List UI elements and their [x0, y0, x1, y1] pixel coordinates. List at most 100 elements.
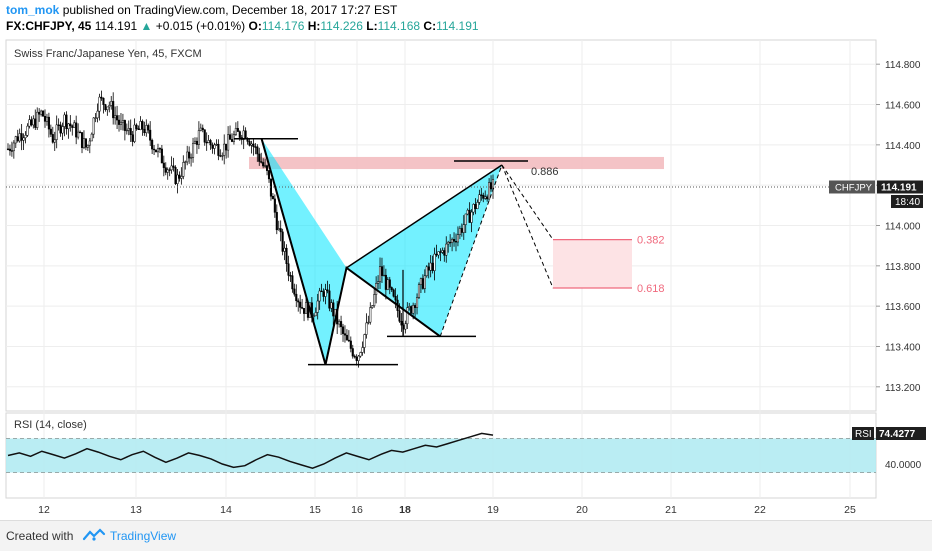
candle-body [38, 111, 41, 115]
candle-body [423, 275, 426, 289]
candle-body [203, 129, 206, 143]
candle-body [127, 128, 130, 131]
candle-body [388, 279, 391, 288]
candle-body [384, 274, 387, 290]
candle-body [343, 333, 347, 336]
candle-body [153, 148, 156, 151]
chart-canvas[interactable]: 0.886 0.382 0.618 Swiss Franc/Japanese Y… [0, 36, 932, 520]
harmonic-cd-dash [439, 164, 503, 337]
candle-body [141, 121, 144, 130]
candle-body [123, 120, 126, 131]
candle-body [45, 116, 49, 122]
harmonic-bd-line [346, 164, 503, 269]
publish-line: tom_mok published on TradingView.com, De… [6, 3, 397, 17]
time-tick-label: 16 [351, 504, 363, 516]
candle-body [484, 196, 487, 199]
candle-body [468, 209, 471, 223]
fib-886-label: 0.886 [531, 166, 559, 178]
candle-body [449, 241, 452, 244]
candle-body [22, 137, 25, 141]
candle-body [14, 136, 17, 144]
candle-body [94, 117, 97, 119]
price-tick-label: 114.000 [885, 222, 921, 233]
candle-body [441, 250, 444, 253]
candle-body [254, 146, 257, 148]
candle-body [223, 143, 226, 156]
candle-body [289, 275, 292, 277]
candle-body [164, 167, 167, 173]
candle-body [116, 115, 119, 121]
candle-body [131, 134, 134, 142]
candle-body [299, 301, 302, 308]
candle-body [61, 126, 64, 134]
tradingview-logo-icon [82, 528, 106, 541]
candle-body [386, 279, 389, 290]
candle-body [84, 138, 87, 148]
time-axis[interactable]: 12 13 14 15 16 18 19 20 21 22 25 [38, 504, 856, 516]
candle-body [443, 250, 446, 256]
created-with-label: Created with [6, 529, 74, 543]
candle-body [347, 339, 350, 342]
price-tick-label: 113.200 [885, 383, 921, 394]
candle-body [378, 266, 382, 282]
rsi-name-tag [852, 427, 874, 440]
candle-body [151, 140, 154, 150]
candle-body [458, 228, 461, 235]
candle-body [437, 251, 440, 256]
candle-body [211, 144, 214, 149]
rsi-value-tag [876, 427, 926, 440]
candle-body [135, 124, 138, 129]
candle-body [433, 253, 436, 271]
candle-body [400, 320, 403, 326]
target-zone [553, 239, 632, 289]
publish-info: published on TradingView.com, December 1… [62, 3, 398, 17]
rsi-line [7, 432, 494, 470]
price-tick-label: 114.400 [885, 141, 921, 152]
candle-body [110, 101, 113, 106]
price-axis[interactable]: 114.800114.600114.400114.200114.000113.8… [876, 60, 921, 394]
candle-body [242, 130, 245, 140]
candle-body [188, 151, 191, 159]
candle-body [445, 243, 448, 256]
candle-body [98, 96, 101, 112]
candle-body [92, 117, 95, 135]
candle-body [232, 134, 235, 142]
candle-body [392, 289, 395, 297]
candle-body [172, 165, 175, 168]
candle-body [252, 143, 255, 147]
candle-body [67, 123, 70, 130]
candle-body [88, 140, 91, 146]
candle-body [394, 296, 397, 301]
candle-body [228, 134, 232, 140]
candle-body [238, 131, 241, 138]
candle-body [57, 124, 60, 126]
candle-body [435, 253, 438, 256]
candle-body [154, 149, 158, 153]
high-label: H: [307, 19, 321, 33]
candle-body [454, 241, 458, 243]
candle-body [316, 300, 319, 313]
candle-body [24, 135, 27, 139]
candle-body [158, 148, 161, 150]
candle-body [121, 120, 124, 123]
candle-body [156, 148, 160, 153]
candle-body [363, 334, 366, 348]
author-name[interactable]: tom_mok [6, 3, 60, 17]
candle-body [462, 224, 465, 233]
candle-body [184, 161, 187, 163]
candle-body [133, 124, 136, 142]
candle-body [324, 289, 327, 297]
tradingview-brand[interactable]: TradingView [110, 529, 177, 543]
candle-body [162, 162, 165, 168]
candle-body [51, 134, 54, 143]
candle-body [328, 290, 331, 309]
time-tick-label: 25 [844, 504, 856, 516]
candle-body [100, 96, 103, 99]
candle-body [119, 121, 123, 125]
candle-body [345, 334, 348, 341]
fib-618-label: 0.618 [637, 283, 665, 295]
time-tick-label: 15 [309, 504, 321, 516]
candle-body [145, 125, 148, 134]
candle-body [219, 155, 222, 157]
candle-body [359, 352, 362, 357]
